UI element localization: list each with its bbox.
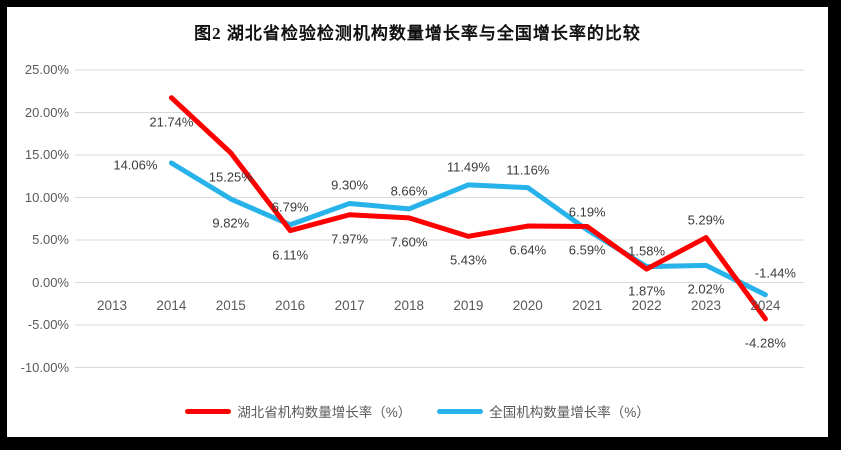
data-label-hubei: 15.25% xyxy=(208,169,253,185)
data-label-hubei: 6.11% xyxy=(272,247,309,263)
legend: 湖北省机构数量增长率（%） 全国机构数量增长率（%） xyxy=(7,401,828,421)
data-label-hubei: 7.60% xyxy=(390,234,428,250)
x-axis-label: 2017 xyxy=(334,298,365,313)
legend-line-swatch xyxy=(185,408,232,414)
data-label-hubei: -4.28% xyxy=(744,335,786,351)
x-axis-label: 2015 xyxy=(215,298,246,313)
y-axis-tick: 10.00% xyxy=(24,189,69,205)
legend-label: 全国机构数量增长率（%） xyxy=(489,405,650,420)
legend-label: 湖北省机构数量增长率（%） xyxy=(237,405,412,420)
x-axis-label: 2022 xyxy=(631,298,662,313)
data-label-hubei: 21.74% xyxy=(149,114,194,130)
data-label-hubei: 1.58% xyxy=(628,243,666,259)
legend-item: 全国机构数量增长率（%） xyxy=(437,401,650,421)
data-label-national: 11.16% xyxy=(506,162,550,178)
data-label-national: 14.06% xyxy=(113,157,158,173)
data-label-national: -1.44% xyxy=(754,265,796,281)
data-label-national: 1.87% xyxy=(628,283,666,299)
x-axis-label: 2016 xyxy=(275,298,306,313)
y-axis-tick: 15.00% xyxy=(24,147,69,162)
data-label-national: 11.49% xyxy=(446,159,490,175)
y-axis-tick: -5.00% xyxy=(27,317,69,332)
y-axis-tick: 5.00% xyxy=(32,232,69,247)
data-label-hubei: 6.64% xyxy=(509,242,547,258)
legend-line-swatch xyxy=(437,408,484,414)
data-label-hubei: 6.59% xyxy=(568,242,606,258)
x-axis-label: 2013 xyxy=(96,298,128,313)
data-label-national: 6.79% xyxy=(271,199,309,215)
y-axis-tick: -10.00% xyxy=(20,359,69,375)
plot-area: 25.00% 20.00% 15.00% 10.00% 5.00% 0.00% -5.00%… xyxy=(7,7,828,437)
x-axis-label: 2018 xyxy=(393,298,425,313)
data-label-national: 9.82% xyxy=(212,215,250,231)
x-axis-label: 2024 xyxy=(750,298,781,313)
x-axis-label: 2020 xyxy=(512,298,543,313)
y-axis-tick: 0.00% xyxy=(32,274,69,290)
y-axis-tick: 20.00% xyxy=(24,104,69,120)
x-axis-label: 2021 xyxy=(572,298,603,313)
data-label-hubei: 5.29% xyxy=(687,212,725,228)
x-axis-label: 2014 xyxy=(156,298,187,313)
x-axis-label: 2019 xyxy=(453,298,484,313)
legend-item: 湖北省机构数量增长率（%） xyxy=(185,401,411,421)
chart-canvas: 图2 湖北省检验检测机构数量增长率与全国增长率的比较 25.00% 20.00% 1… xyxy=(7,7,828,437)
series-line-hubei xyxy=(168,95,768,322)
y-axis-tick: 25.00% xyxy=(24,62,69,77)
data-label-hubei: 7.97% xyxy=(331,231,369,247)
data-label-national: 9.30% xyxy=(331,177,369,193)
chart-title: 图2 湖北省检验检测机构数量增长率与全国增长率的比较 xyxy=(194,24,641,43)
data-label-national: 6.19% xyxy=(568,204,606,220)
x-axis-label: 2023 xyxy=(690,298,722,313)
chart-svg xyxy=(75,69,804,368)
data-label-national: 2.02% xyxy=(687,281,725,297)
data-label-hubei: 5.43% xyxy=(449,252,487,268)
series-line-national xyxy=(168,160,768,298)
data-label-national: 8.66% xyxy=(390,183,428,199)
